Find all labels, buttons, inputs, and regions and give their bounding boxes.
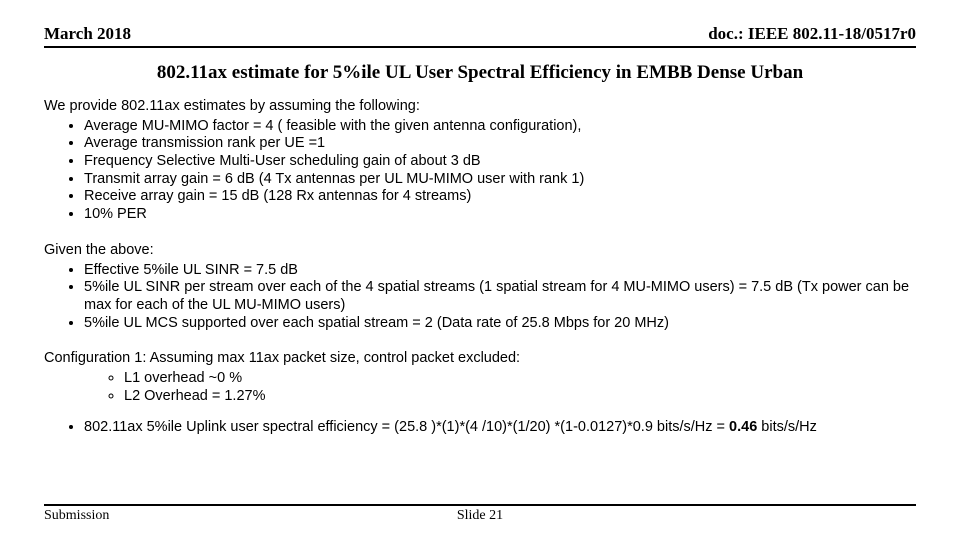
- config-sublist: L1 overhead ~0 % L2 Overhead = 1.27%: [104, 370, 916, 405]
- list-item: 10% PER: [84, 206, 916, 224]
- slide-page: March 2018 doc.: IEEE 802.11-18/0517r0 8…: [0, 0, 960, 540]
- list-item: L1 overhead ~0 %: [124, 370, 916, 388]
- list-item: Frequency Selective Multi-User schedulin…: [84, 153, 916, 171]
- header-doc-id: doc.: IEEE 802.11-18/0517r0: [708, 24, 916, 44]
- slide-title: 802.11ax estimate for 5%ile UL User Spec…: [44, 62, 916, 84]
- given-intro: Given the above:: [44, 242, 916, 260]
- final-suffix: bits/s/Hz: [757, 419, 817, 435]
- list-item: Average transmission rank per UE =1: [84, 135, 916, 153]
- footer-slide-number: Slide 21: [44, 508, 916, 524]
- list-item: Average MU-MIMO factor = 4 ( feasible wi…: [84, 118, 916, 136]
- assumptions-list: Average MU-MIMO factor = 4 ( feasible wi…: [64, 118, 916, 224]
- footer-row: Submission Slide 21: [44, 504, 916, 524]
- config-intro: Configuration 1: Assuming max 11ax packe…: [44, 350, 916, 368]
- final-result-list: 802.11ax 5%ile Uplink user spectral effi…: [64, 419, 916, 437]
- assumptions-intro: We provide 802.11ax estimates by assumin…: [44, 98, 916, 116]
- list-item: 5%ile UL MCS supported over each spatial…: [84, 315, 916, 333]
- list-item: Receive array gain = 15 dB (128 Rx anten…: [84, 188, 916, 206]
- header-date: March 2018: [44, 24, 131, 44]
- given-list: Effective 5%ile UL SINR = 7.5 dB 5%ile U…: [64, 262, 916, 333]
- body-content: We provide 802.11ax estimates by assumin…: [44, 98, 916, 437]
- final-prefix: 802.11ax 5%ile Uplink user spectral effi…: [84, 419, 729, 435]
- header-row: March 2018 doc.: IEEE 802.11-18/0517r0: [44, 24, 916, 48]
- final-bold-value: 0.46: [729, 419, 757, 435]
- final-result-item: 802.11ax 5%ile Uplink user spectral effi…: [84, 419, 916, 437]
- list-item: Effective 5%ile UL SINR = 7.5 dB: [84, 262, 916, 280]
- list-item: L2 Overhead = 1.27%: [124, 388, 916, 406]
- list-item: Transmit array gain = 6 dB (4 Tx antenna…: [84, 171, 916, 189]
- list-item: 5%ile UL SINR per stream over each of th…: [84, 279, 916, 314]
